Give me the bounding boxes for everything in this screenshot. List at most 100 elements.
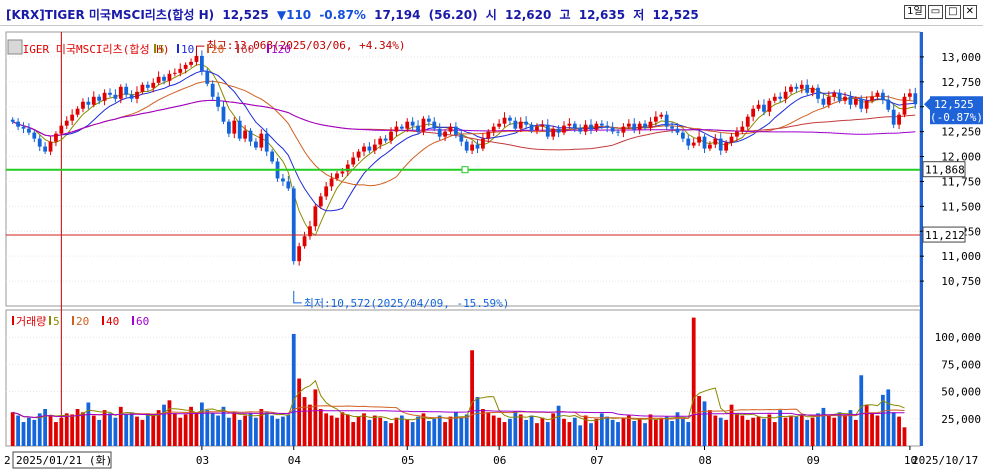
candle-body bbox=[562, 125, 566, 133]
volume-bar bbox=[848, 410, 853, 446]
candle-body bbox=[135, 91, 139, 99]
candle-body bbox=[870, 96, 874, 101]
volume-bar bbox=[291, 333, 296, 446]
volume-bar bbox=[718, 417, 723, 446]
volume-bar bbox=[681, 418, 685, 446]
volume-tick-label: 75,000 bbox=[941, 358, 981, 371]
volume-ma-line-20 bbox=[12, 405, 905, 420]
restore-icon[interactable]: ▭ bbox=[927, 5, 944, 19]
candle-body bbox=[91, 96, 96, 105]
candle-body bbox=[589, 124, 593, 130]
candle-body bbox=[599, 123, 604, 126]
volume-bar bbox=[826, 415, 831, 446]
candle-body bbox=[183, 64, 188, 69]
candle-body bbox=[897, 114, 901, 125]
volume-bar bbox=[313, 389, 318, 446]
candle-body bbox=[470, 144, 474, 151]
candle-body bbox=[486, 131, 491, 139]
ma-line-10 bbox=[12, 70, 916, 212]
price-tick-label: 12,250 bbox=[941, 126, 981, 139]
volume-bar bbox=[281, 416, 285, 446]
volume-bar bbox=[156, 410, 161, 446]
volume-bar bbox=[151, 415, 156, 446]
volume-bar bbox=[832, 417, 837, 446]
volume-bar bbox=[91, 415, 96, 446]
volume-bar bbox=[194, 412, 199, 446]
volume-bar bbox=[870, 413, 874, 446]
volume-bar bbox=[772, 422, 777, 446]
candle-body bbox=[308, 226, 312, 237]
volume-bar bbox=[54, 422, 58, 446]
candle-body bbox=[216, 96, 220, 107]
price-volume-chart[interactable]: 13,00012,75012,50012,25012,00011,75011,5… bbox=[0, 26, 983, 472]
period-button[interactable]: 1일 bbox=[904, 5, 926, 19]
candle-body bbox=[843, 96, 847, 101]
candle-body bbox=[556, 128, 561, 133]
x-tick-label: 05 bbox=[401, 454, 414, 467]
candle-body bbox=[324, 186, 329, 197]
high-pointer bbox=[195, 45, 205, 57]
current-price-box bbox=[930, 96, 983, 125]
candle-body bbox=[124, 86, 129, 95]
candle-body bbox=[713, 138, 718, 145]
volume-bar bbox=[308, 404, 312, 446]
volume-bar bbox=[843, 414, 847, 446]
volume-bar bbox=[697, 395, 701, 446]
candle-body bbox=[410, 121, 415, 126]
candle-body bbox=[43, 146, 48, 152]
volume-bar bbox=[118, 406, 123, 446]
candle-body bbox=[48, 141, 53, 152]
close-icon[interactable]: ✕ bbox=[962, 5, 977, 19]
volume-bar bbox=[216, 415, 220, 446]
date-label: 2025/01/21 (화) bbox=[16, 454, 112, 467]
low-pointer bbox=[293, 290, 302, 304]
volume-bar bbox=[686, 422, 691, 446]
legend-label: 10 bbox=[181, 43, 194, 56]
volume-bar bbox=[335, 417, 339, 446]
candle-body bbox=[243, 130, 247, 139]
volume-bar bbox=[562, 418, 566, 446]
candle-body bbox=[335, 173, 339, 179]
volume-bar bbox=[632, 420, 637, 446]
maximize-icon[interactable]: □ bbox=[945, 5, 961, 19]
x-tick-label: 09 bbox=[807, 454, 820, 467]
candle-body bbox=[318, 196, 323, 207]
volume-bar bbox=[789, 415, 793, 446]
volume-bar bbox=[227, 417, 231, 446]
volume-bar bbox=[880, 394, 885, 446]
volume-bar bbox=[48, 415, 53, 446]
candle-body bbox=[621, 126, 626, 133]
volume-bar bbox=[740, 415, 745, 446]
candle-body bbox=[232, 120, 237, 134]
red-hline-tag bbox=[922, 226, 966, 243]
candle-body bbox=[302, 236, 307, 247]
candle-body bbox=[880, 92, 885, 100]
candle-body bbox=[529, 124, 534, 131]
candle-body bbox=[443, 131, 447, 137]
candle-body bbox=[632, 123, 637, 130]
candle-body bbox=[448, 126, 453, 132]
price-tick-label: 11,500 bbox=[941, 200, 981, 213]
volume-bar bbox=[594, 418, 599, 446]
volume-bar bbox=[340, 412, 345, 446]
volume-legend-label: 60 bbox=[136, 315, 149, 328]
legend-swatch bbox=[154, 44, 156, 53]
x-tick-label: 2 bbox=[4, 454, 11, 467]
candle-body bbox=[567, 123, 572, 126]
candle-body bbox=[675, 128, 680, 133]
candle-body bbox=[248, 130, 253, 142]
volume-bar bbox=[783, 417, 788, 446]
price-tick-label: 13,000 bbox=[941, 51, 981, 64]
candle-body bbox=[27, 128, 31, 133]
volume-bar bbox=[70, 414, 75, 446]
candle-body bbox=[16, 121, 20, 127]
candle-body bbox=[270, 151, 275, 162]
volume-bar bbox=[324, 413, 329, 446]
window-controls: 1일 ▭ □ ✕ bbox=[904, 5, 977, 19]
legend-label: 20 bbox=[211, 43, 224, 56]
volume-value: 17,194 bbox=[374, 8, 421, 22]
volume-bar bbox=[470, 350, 474, 446]
volume-bar bbox=[756, 416, 761, 446]
volume-bar bbox=[767, 414, 772, 446]
candle-body bbox=[729, 136, 734, 143]
